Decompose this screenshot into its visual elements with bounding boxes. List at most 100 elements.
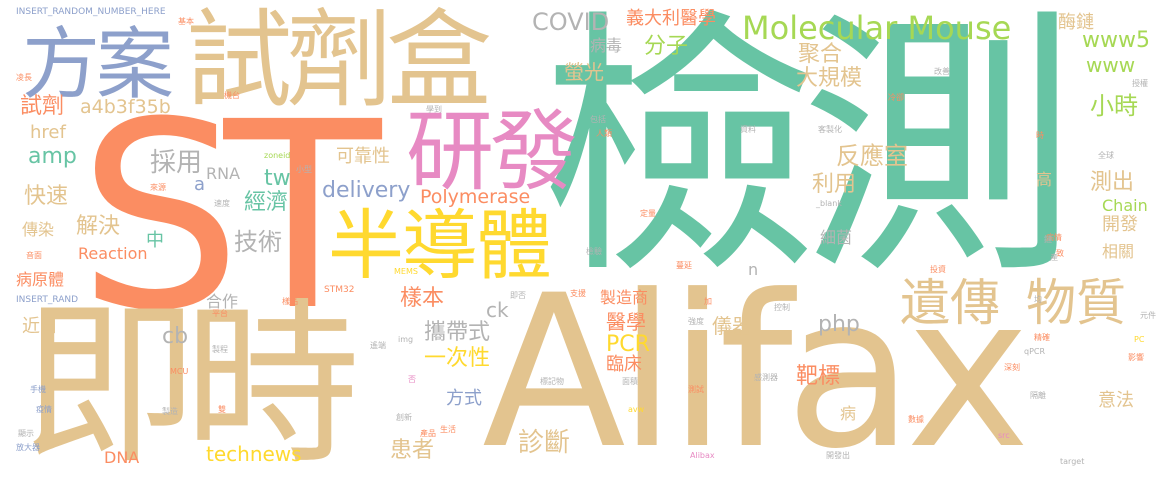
word-a: a: [194, 174, 206, 195]
word-zoneid: zoneid: [264, 151, 291, 160]
word-img: img: [398, 335, 414, 344]
word-kong-zhi: 控制: [774, 303, 790, 312]
word-bing-qing: 病情: [1046, 233, 1062, 242]
word-gao: 高: [1036, 170, 1053, 189]
word-yi-fa: 意法: [1098, 390, 1134, 411]
word-amp: amp: [28, 144, 77, 169]
word-zhi-yuan: 支援: [570, 289, 586, 298]
word-li-yong: 利用: [812, 172, 857, 197]
word-stm32: STM32: [324, 285, 355, 295]
word-avw: avw: [628, 405, 645, 414]
word-jian-ce: 檢測: [540, 0, 1078, 311]
word-a4b3: a4b3f35b: [80, 96, 171, 118]
word-rna: RNA: [206, 164, 241, 183]
word-huan-zhe: 患者: [390, 438, 435, 463]
word-polymerase: Polymerase: [420, 186, 531, 208]
word-www: www: [1086, 53, 1136, 77]
word-man-yan: 蔓延: [676, 261, 692, 270]
word-jun: 均: [1034, 295, 1042, 304]
word-ying-guang: 螢光: [564, 60, 604, 84]
word-fang-shi: 方式: [446, 388, 482, 409]
word-yuan-jian: 元件: [1140, 311, 1156, 320]
word-lai-yuan: 來源: [150, 183, 166, 192]
word-n: n: [748, 260, 759, 279]
word-kuai-su: 快速: [24, 184, 69, 209]
word-leng-que: 冷卻: [888, 93, 904, 102]
word-ce-chu: 測出: [1090, 170, 1135, 195]
word-yi-da-li: 義大利醫學: [626, 8, 716, 29]
word-yin-mian: 音面: [26, 251, 42, 260]
word-covid: COVID: [532, 8, 610, 36]
word-bing-yuan-ti: 病原體: [16, 270, 65, 289]
word-jing-ji: 經濟: [244, 190, 289, 215]
word-delivery: delivery: [322, 178, 411, 203]
word-shi-ji: 試劑: [20, 94, 65, 119]
word-kai-fa-chu: 開發出: [826, 451, 850, 460]
word-alifax: Alifax: [482, 250, 1030, 482]
word-st: ST: [78, 67, 381, 367]
word-shi-ji-he: 試劑盒: [186, 0, 492, 122]
word-ren-lei: 人類: [596, 129, 612, 138]
word-technews: technews: [206, 442, 302, 466]
word-cb: cb: [162, 324, 189, 349]
word-ji-shi: 即時: [22, 283, 360, 482]
word-xiao-shi: 小時: [1090, 92, 1138, 120]
word-yi-qi: 儀器: [712, 314, 752, 338]
word-ke-zhi-hua: 客製化: [818, 125, 842, 134]
word-lin-chuang: 臨床: [606, 354, 642, 375]
word-jing-que: 精確: [1034, 333, 1050, 342]
word-zhi-zao-shang: 製造商: [600, 288, 649, 307]
word-xiao-xing: 小型: [296, 165, 312, 174]
word-ji-fou: 即否: [510, 291, 526, 300]
word-biao-ji-wu: 標記物: [540, 377, 564, 386]
word-chan-pin: 產品: [420, 429, 436, 438]
word-yi-qing: 疫情: [36, 405, 52, 414]
word-jian-yan: 檢驗: [586, 247, 602, 256]
word-jia: 加: [704, 297, 712, 306]
word-xiang-guan: 相關: [1102, 242, 1135, 261]
word-xi-jun: 細菌: [820, 228, 853, 247]
word-zhen-duan: 診斷: [518, 428, 571, 458]
word-ce-shi: 測試: [688, 385, 704, 394]
word-ding-liang: 定量: [640, 209, 656, 218]
word-wu-zhi: 物質: [1026, 274, 1126, 332]
word-zhi-cheng: 製程: [212, 345, 228, 354]
word-shu-ju: 數據: [908, 415, 924, 424]
word-shi: 時: [1036, 131, 1044, 140]
word-mei-lian: 酶鏈: [1058, 12, 1094, 33]
word-alibax: Alibax: [690, 451, 715, 460]
word-chuang-xin: 創新: [396, 413, 412, 422]
word-ling-chang: 凌長: [16, 73, 32, 82]
word-reaction: Reaction: [78, 244, 148, 263]
word-mems: MEMS: [394, 267, 418, 276]
word-biao-pin: 樣品: [282, 297, 298, 306]
word-pcr: PCR: [606, 332, 650, 357]
word-insert-rand: INSERT_RAND: [16, 295, 79, 305]
word-php: php: [818, 312, 860, 337]
word-yi-xue: 醫學: [606, 310, 646, 334]
word-target: target: [1060, 457, 1085, 466]
word-dna: DNA: [104, 448, 140, 467]
word-mian-jing: 面積: [622, 377, 638, 386]
word-gai-jin: 改善: [934, 67, 950, 76]
word-xie-dai-shi: 攜帶式: [424, 320, 491, 345]
word-xue-dao: 學到: [426, 105, 442, 114]
word-ping-tai: 平台: [212, 309, 228, 318]
word-yi-chuan: 遺傳: [900, 274, 1000, 332]
word-shou-ji: 手機: [30, 385, 46, 394]
word-chuan-ran: 傳染: [22, 220, 55, 239]
word-jin-ri: 近日: [22, 316, 58, 337]
word-mcu: MCU: [170, 367, 189, 376]
word-blank: _blank: [816, 199, 842, 208]
word-ji-tai: 機台: [224, 91, 240, 100]
word-cai-yong: 採用: [150, 148, 203, 178]
word-he-zuo: 合作: [206, 292, 239, 311]
word-shou-quan: 授權: [1132, 79, 1148, 88]
word-yang-ben: 樣本: [400, 286, 445, 311]
word-su-du: 速度: [214, 199, 230, 208]
word-fou: 否: [408, 375, 416, 384]
word-ke-kao-xing: 可靠性: [336, 146, 390, 167]
word-fan-ying-shi: 反應室: [836, 142, 908, 170]
word-quan-qiu: 全球: [1098, 151, 1114, 160]
word-ck: ck: [486, 298, 509, 322]
